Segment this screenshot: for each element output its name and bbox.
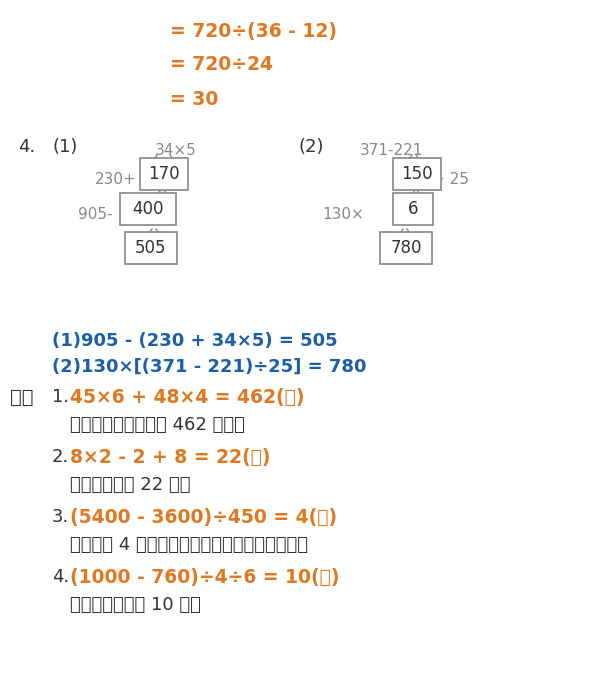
Text: 答：平均每人折 10 只。: 答：平均每人折 10 只。 [70,596,201,614]
Text: 1.: 1. [52,388,69,406]
Bar [393,193,433,225]
Bar [120,193,176,225]
Text: 答：四年级一共借了 462 本书。: 答：四年级一共借了 462 本书。 [70,416,245,434]
Text: 五、: 五、 [10,388,34,407]
Text: 130×: 130× [322,207,364,222]
Text: (2): (2) [298,138,323,156]
Text: 905-: 905- [78,207,113,222]
Text: 230+: 230+ [95,172,137,187]
Text: 答：需要 4 个月就能存够买一台这种空调的錢。: 答：需要 4 个月就能存够买一台这种空调的錢。 [70,536,308,554]
Text: (1)905 - (230 + 34×5) = 505: (1)905 - (230 + 34×5) = 505 [52,332,338,350]
Text: (1000 - 760)÷4÷6 = 10(只): (1000 - 760)÷4÷6 = 10(只) [70,568,340,587]
Text: (2)130×[(371 - 221)÷25] = 780: (2)130×[(371 - 221)÷25] = 780 [52,358,367,376]
Text: 170: 170 [148,165,180,183]
Text: 6: 6 [408,200,418,218]
Text: 505: 505 [135,239,167,257]
Text: 8×2 - 2 + 8 = 22(元): 8×2 - 2 + 8 = 22(元) [70,448,271,467]
Text: (5400 - 3600)÷450 = 4(个): (5400 - 3600)÷450 = 4(个) [70,508,337,527]
Text: = 720÷(36 - 12): = 720÷(36 - 12) [170,22,337,41]
Bar [140,158,188,190]
Text: = 720÷24: = 720÷24 [170,55,273,74]
Bar [125,232,177,264]
Text: 4.: 4. [18,138,35,156]
Text: 400: 400 [132,200,164,218]
Bar [380,232,432,264]
Text: 34×5: 34×5 [155,143,197,158]
Text: (1): (1) [52,138,77,156]
Text: ÷ 25: ÷ 25 [432,172,469,187]
Text: = 30: = 30 [170,90,218,109]
Text: 150: 150 [401,165,433,183]
Text: 答：一共用了 22 元。: 答：一共用了 22 元。 [70,476,191,494]
Text: 3.: 3. [52,508,69,526]
Text: 371-221: 371-221 [360,143,424,158]
Text: 45×6 + 48×4 = 462(本): 45×6 + 48×4 = 462(本) [70,388,305,407]
Text: 780: 780 [390,239,422,257]
Text: 4.: 4. [52,568,69,586]
Bar [393,158,441,190]
Text: 2.: 2. [52,448,69,466]
